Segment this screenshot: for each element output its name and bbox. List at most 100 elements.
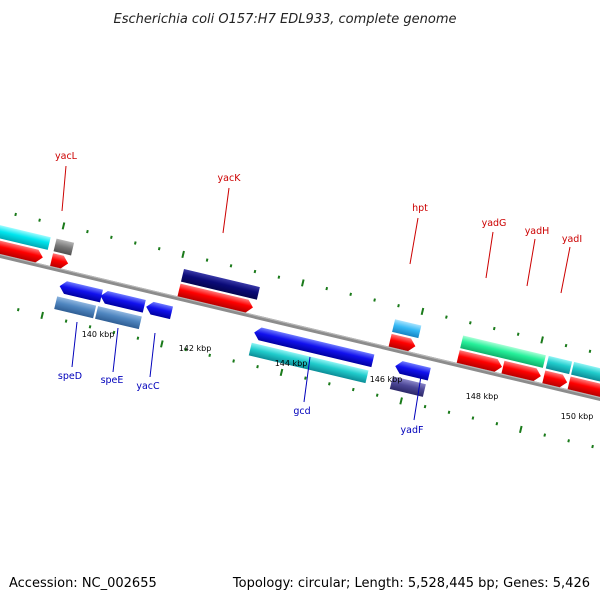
tick-outer-6 xyxy=(133,241,137,245)
tick-label-142: 142 kbp xyxy=(179,344,212,353)
tick-outer-7 xyxy=(157,247,161,251)
tick-label-140: 140 kbp xyxy=(82,330,115,339)
cds-gcd xyxy=(254,327,375,368)
tick-outer-16 xyxy=(373,298,376,302)
label-yadI: yadI xyxy=(562,234,582,245)
tick-inner-5 xyxy=(88,325,92,329)
tick-inner-6 xyxy=(112,330,116,335)
tick-inner-21 xyxy=(471,416,475,420)
feature-cyan-left xyxy=(0,217,51,250)
label-yacC: yacC xyxy=(136,381,160,392)
cds-yacC xyxy=(146,301,174,320)
leader-yacL xyxy=(61,165,67,212)
label-yadG: yadG xyxy=(482,218,507,229)
cds-forward-2 xyxy=(50,253,69,269)
backbone-highlight xyxy=(0,244,600,413)
tick-row-outer xyxy=(14,212,592,354)
feature-yadF xyxy=(389,376,426,397)
tick-outer-18 xyxy=(420,307,425,316)
label-yacK: yacK xyxy=(218,173,242,184)
tick-inner-15 xyxy=(328,382,331,386)
feature-speD xyxy=(54,296,97,319)
tick-inner-2 xyxy=(16,308,20,312)
label-yadF: yadF xyxy=(401,425,424,436)
tick-outer-17 xyxy=(397,304,400,308)
leader-yadG xyxy=(485,231,494,279)
forward-outer-row xyxy=(0,217,600,389)
tick-label-146: 146 kbp xyxy=(370,375,403,384)
label-gcd: gcd xyxy=(293,406,310,417)
tick-outer-4 xyxy=(86,229,89,234)
tick-outer-19 xyxy=(445,315,448,319)
leader-speD xyxy=(71,321,78,368)
tick-outer-10 xyxy=(229,264,233,268)
leader-hpt xyxy=(409,217,419,265)
cds-forward-8 xyxy=(567,376,600,408)
feature-yacK xyxy=(180,268,260,300)
tick-outer-1 xyxy=(14,212,17,217)
leader-speE xyxy=(112,327,119,373)
label-hpt: hpt xyxy=(412,203,428,214)
feature-gcd xyxy=(248,342,369,384)
tick-inner-11 xyxy=(232,359,235,363)
track xyxy=(0,212,600,449)
feature-yadI xyxy=(571,361,600,389)
cds-forward-4 xyxy=(388,333,416,352)
tick-labels: 140 kbp 142 kbp 144 kbp 146 kbp 148 kbp … xyxy=(82,330,594,421)
cds-forward-3 xyxy=(177,283,253,313)
leader-gcd xyxy=(303,356,311,403)
feature-yadG xyxy=(460,335,546,368)
tick-label-144: 144 kbp xyxy=(275,359,308,368)
label-speD: speD xyxy=(58,371,82,382)
tick-outer-2 xyxy=(38,218,41,222)
tick-inner-8 xyxy=(160,340,164,348)
tick-inner-24 xyxy=(543,433,547,437)
tick-outer-9 xyxy=(205,258,209,262)
cds-speD xyxy=(59,281,103,303)
tick-inner-22 xyxy=(495,422,499,426)
tick-inner-25 xyxy=(567,439,570,443)
tick-inner-19 xyxy=(423,404,427,409)
accession-text: Accession: NC_002655 xyxy=(9,576,157,591)
tick-inner-10 xyxy=(208,353,212,357)
cds-forward-7 xyxy=(542,370,568,388)
leader-yacC xyxy=(149,332,156,378)
tick-outer-23 xyxy=(540,336,544,344)
forward-inner-row xyxy=(0,232,600,408)
topology-text: Topology: circular; Length: 5,528,445 bp… xyxy=(232,576,590,591)
reverse-gene-labels: speD speE yacC gcd yadF xyxy=(58,321,424,436)
tick-outer-24 xyxy=(564,343,568,348)
tick-outer-13 xyxy=(301,279,305,287)
map-title: Escherichia coli O157:H7 EDL933, complet… xyxy=(114,12,457,27)
leader-yadF xyxy=(413,375,422,421)
tick-inner-9 xyxy=(184,347,188,352)
tick-outer-5 xyxy=(110,235,113,239)
feature-yadH xyxy=(545,355,573,375)
tick-row-inner xyxy=(16,308,594,449)
reverse-outer-row xyxy=(54,296,426,397)
tick-outer-8 xyxy=(181,250,185,259)
feature-hpt xyxy=(392,319,422,339)
leader-yacK xyxy=(222,187,230,234)
tick-outer-20 xyxy=(468,321,472,325)
tick-outer-21 xyxy=(492,326,496,331)
leader-yadI xyxy=(560,246,571,294)
tick-outer-14 xyxy=(325,286,329,291)
leader-yadH xyxy=(526,238,536,287)
cds-forward-5 xyxy=(456,350,502,372)
cds-forward-6 xyxy=(501,360,541,382)
tick-inner-7 xyxy=(136,336,140,340)
cds-forward-1 xyxy=(0,232,43,263)
tick-outer-11 xyxy=(253,269,257,274)
tick-inner-23 xyxy=(519,425,523,434)
cds-speE xyxy=(100,290,146,313)
tick-inner-16 xyxy=(351,387,355,392)
tick-inner-3 xyxy=(40,311,44,320)
tick-inner-13 xyxy=(279,368,284,377)
tick-inner-20 xyxy=(447,410,451,415)
label-yacL: yacL xyxy=(55,151,78,162)
feature-speE xyxy=(95,306,142,330)
tick-outer-3 xyxy=(61,222,66,230)
tick-inner-18 xyxy=(399,397,403,405)
